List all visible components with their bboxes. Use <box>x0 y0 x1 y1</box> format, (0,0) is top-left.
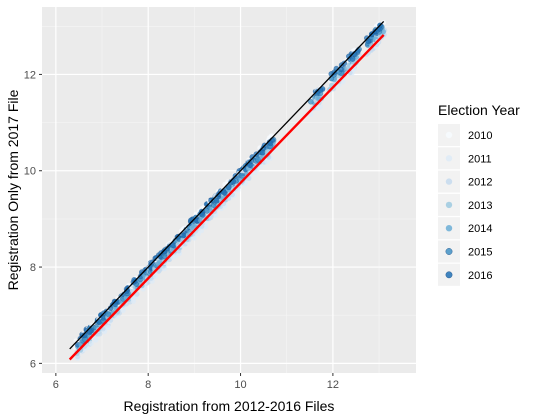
point-2015 <box>307 98 314 105</box>
y-axis: 6 8 10 12 <box>24 69 42 370</box>
legend-label-2012: 2012 <box>468 177 492 189</box>
legend-label-2011: 2011 <box>468 153 492 165</box>
point-2011 <box>120 307 126 314</box>
point-2016 <box>213 198 220 204</box>
legend-title: Election Year <box>438 102 520 118</box>
point-2016 <box>267 140 274 147</box>
legend-label-2016: 2016 <box>468 270 492 282</box>
minor-gridlines <box>42 7 416 373</box>
point-2016 <box>259 149 266 156</box>
y-axis-title: Registration Only from 2017 File <box>5 89 21 290</box>
legend-label-2013: 2013 <box>468 200 492 212</box>
point-2015 <box>255 156 261 163</box>
point-2010 <box>73 338 79 344</box>
point-2012 <box>97 331 103 337</box>
x-axis: 6 8 10 12 <box>53 373 339 391</box>
legend-label-2015: 2015 <box>468 247 492 259</box>
point-2011 <box>317 104 323 110</box>
legend-label-2010: 2010 <box>468 130 492 142</box>
point-2016 <box>180 232 186 239</box>
point-2016 <box>221 189 227 196</box>
point-2011 <box>199 227 205 234</box>
point-2011 <box>130 296 136 302</box>
point-2016 <box>345 53 352 60</box>
point-2014 <box>315 95 321 101</box>
x-tick-label: 10 <box>234 379 246 391</box>
legend-swatch-2012 <box>445 178 453 185</box>
point-2011 <box>170 254 176 260</box>
legend: Election Year 2010 2011 2012 2013 2014 2015 20… <box>438 102 520 286</box>
legend-swatch-2013 <box>445 201 453 209</box>
point-2016 <box>349 56 356 62</box>
point-2011 <box>191 235 197 241</box>
legend-swatch-2014 <box>445 225 453 232</box>
x-tick-label: 6 <box>53 379 59 391</box>
x-tick-label: 12 <box>327 379 339 391</box>
point-2011 <box>264 159 270 165</box>
point-2016 <box>247 162 253 168</box>
x-axis-title: Registration from 2012-2016 Files <box>124 398 335 414</box>
point-2011 <box>235 187 241 193</box>
legend-label-2014: 2014 <box>468 223 492 235</box>
major-gridlines <box>42 7 416 373</box>
legend-swatch-2016 <box>445 271 453 279</box>
y-tick-label: 12 <box>24 69 36 81</box>
point-2016 <box>199 211 206 218</box>
y-tick-label: 10 <box>24 166 36 178</box>
trend-lines <box>68 20 385 361</box>
legend-swatch-2015 <box>445 248 453 255</box>
x-tick-label: 8 <box>145 379 151 391</box>
y-tick-label: 6 <box>30 358 36 370</box>
point-2015 <box>239 172 245 179</box>
point-2015 <box>105 311 111 317</box>
point-2016 <box>225 184 232 191</box>
reference-line <box>69 20 385 350</box>
legend-swatch-2011 <box>445 155 453 162</box>
legend-swatch-2010 <box>445 131 453 139</box>
fit-line <box>68 34 385 361</box>
point-2011 <box>105 324 111 330</box>
y-tick-label: 8 <box>30 262 36 274</box>
point-2011 <box>88 340 94 346</box>
